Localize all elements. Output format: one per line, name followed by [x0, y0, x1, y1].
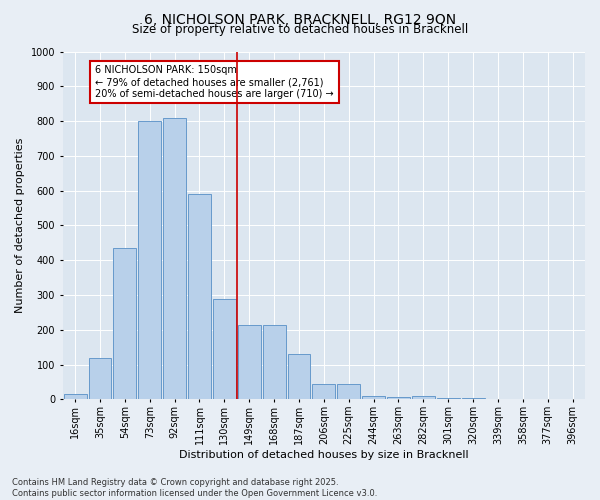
Bar [287, 354, 310, 400]
Bar [437, 398, 460, 400]
Y-axis label: Number of detached properties: Number of detached properties [15, 138, 25, 313]
Bar [163, 118, 186, 400]
Text: 6, NICHOLSON PARK, BRACKNELL, RG12 9QN: 6, NICHOLSON PARK, BRACKNELL, RG12 9QN [144, 12, 456, 26]
Text: 6 NICHOLSON PARK: 150sqm
← 79% of detached houses are smaller (2,761)
20% of sem: 6 NICHOLSON PARK: 150sqm ← 79% of detach… [95, 66, 334, 98]
Bar [89, 358, 112, 400]
Bar [263, 324, 286, 400]
Bar [64, 394, 86, 400]
Bar [362, 396, 385, 400]
Bar [412, 396, 435, 400]
Bar [313, 384, 335, 400]
Bar [188, 194, 211, 400]
Bar [139, 121, 161, 400]
Bar [238, 324, 260, 400]
Text: Size of property relative to detached houses in Bracknell: Size of property relative to detached ho… [132, 22, 468, 36]
Bar [337, 384, 360, 400]
Text: Contains HM Land Registry data © Crown copyright and database right 2025.
Contai: Contains HM Land Registry data © Crown c… [12, 478, 377, 498]
Bar [387, 396, 410, 400]
Bar [487, 398, 509, 400]
Bar [113, 248, 136, 400]
Bar [213, 298, 236, 400]
X-axis label: Distribution of detached houses by size in Bracknell: Distribution of detached houses by size … [179, 450, 469, 460]
Bar [461, 398, 485, 400]
